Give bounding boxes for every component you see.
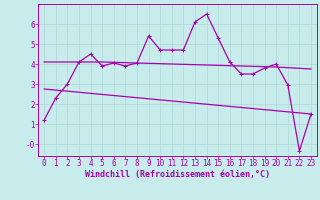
X-axis label: Windchill (Refroidissement éolien,°C): Windchill (Refroidissement éolien,°C) [85, 170, 270, 179]
